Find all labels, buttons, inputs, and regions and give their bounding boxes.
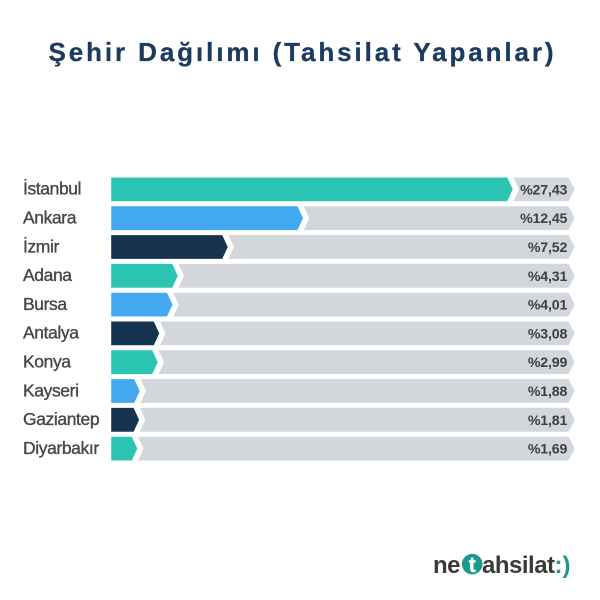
- svg-text:Kayseri: Kayseri: [23, 380, 79, 400]
- svg-text:%4,01: %4,01: [528, 298, 568, 314]
- svg-text:ahsilat: ahsilat: [482, 552, 555, 579]
- svg-text:%27,43: %27,43: [520, 182, 567, 198]
- svg-text:%2,99: %2,99: [528, 355, 568, 371]
- svg-text:Antalya: Antalya: [23, 323, 79, 343]
- svg-text::): :): [555, 552, 571, 579]
- svg-text:%1,81: %1,81: [528, 413, 568, 429]
- svg-text:ne: ne: [433, 552, 460, 579]
- svg-text:İzmir: İzmir: [23, 236, 59, 256]
- svg-text:%1,88: %1,88: [528, 384, 568, 400]
- svg-text:Gaziantep: Gaziantep: [23, 409, 99, 429]
- svg-text:Adana: Adana: [23, 265, 72, 285]
- svg-text:%1,69: %1,69: [528, 442, 568, 458]
- svg-text:Konya: Konya: [23, 352, 71, 372]
- svg-text:İstanbul: İstanbul: [23, 179, 81, 199]
- svg-text:Ankara: Ankara: [23, 208, 77, 228]
- svg-text:%12,45: %12,45: [520, 211, 567, 227]
- svg-text:%3,08: %3,08: [528, 326, 568, 342]
- svg-text:Bursa: Bursa: [23, 294, 67, 314]
- svg-text:t: t: [469, 554, 476, 577]
- svg-text:%4,31: %4,31: [528, 269, 568, 285]
- svg-text:%7,52: %7,52: [528, 240, 568, 256]
- svg-text:Diyarbakır: Diyarbakır: [23, 438, 99, 458]
